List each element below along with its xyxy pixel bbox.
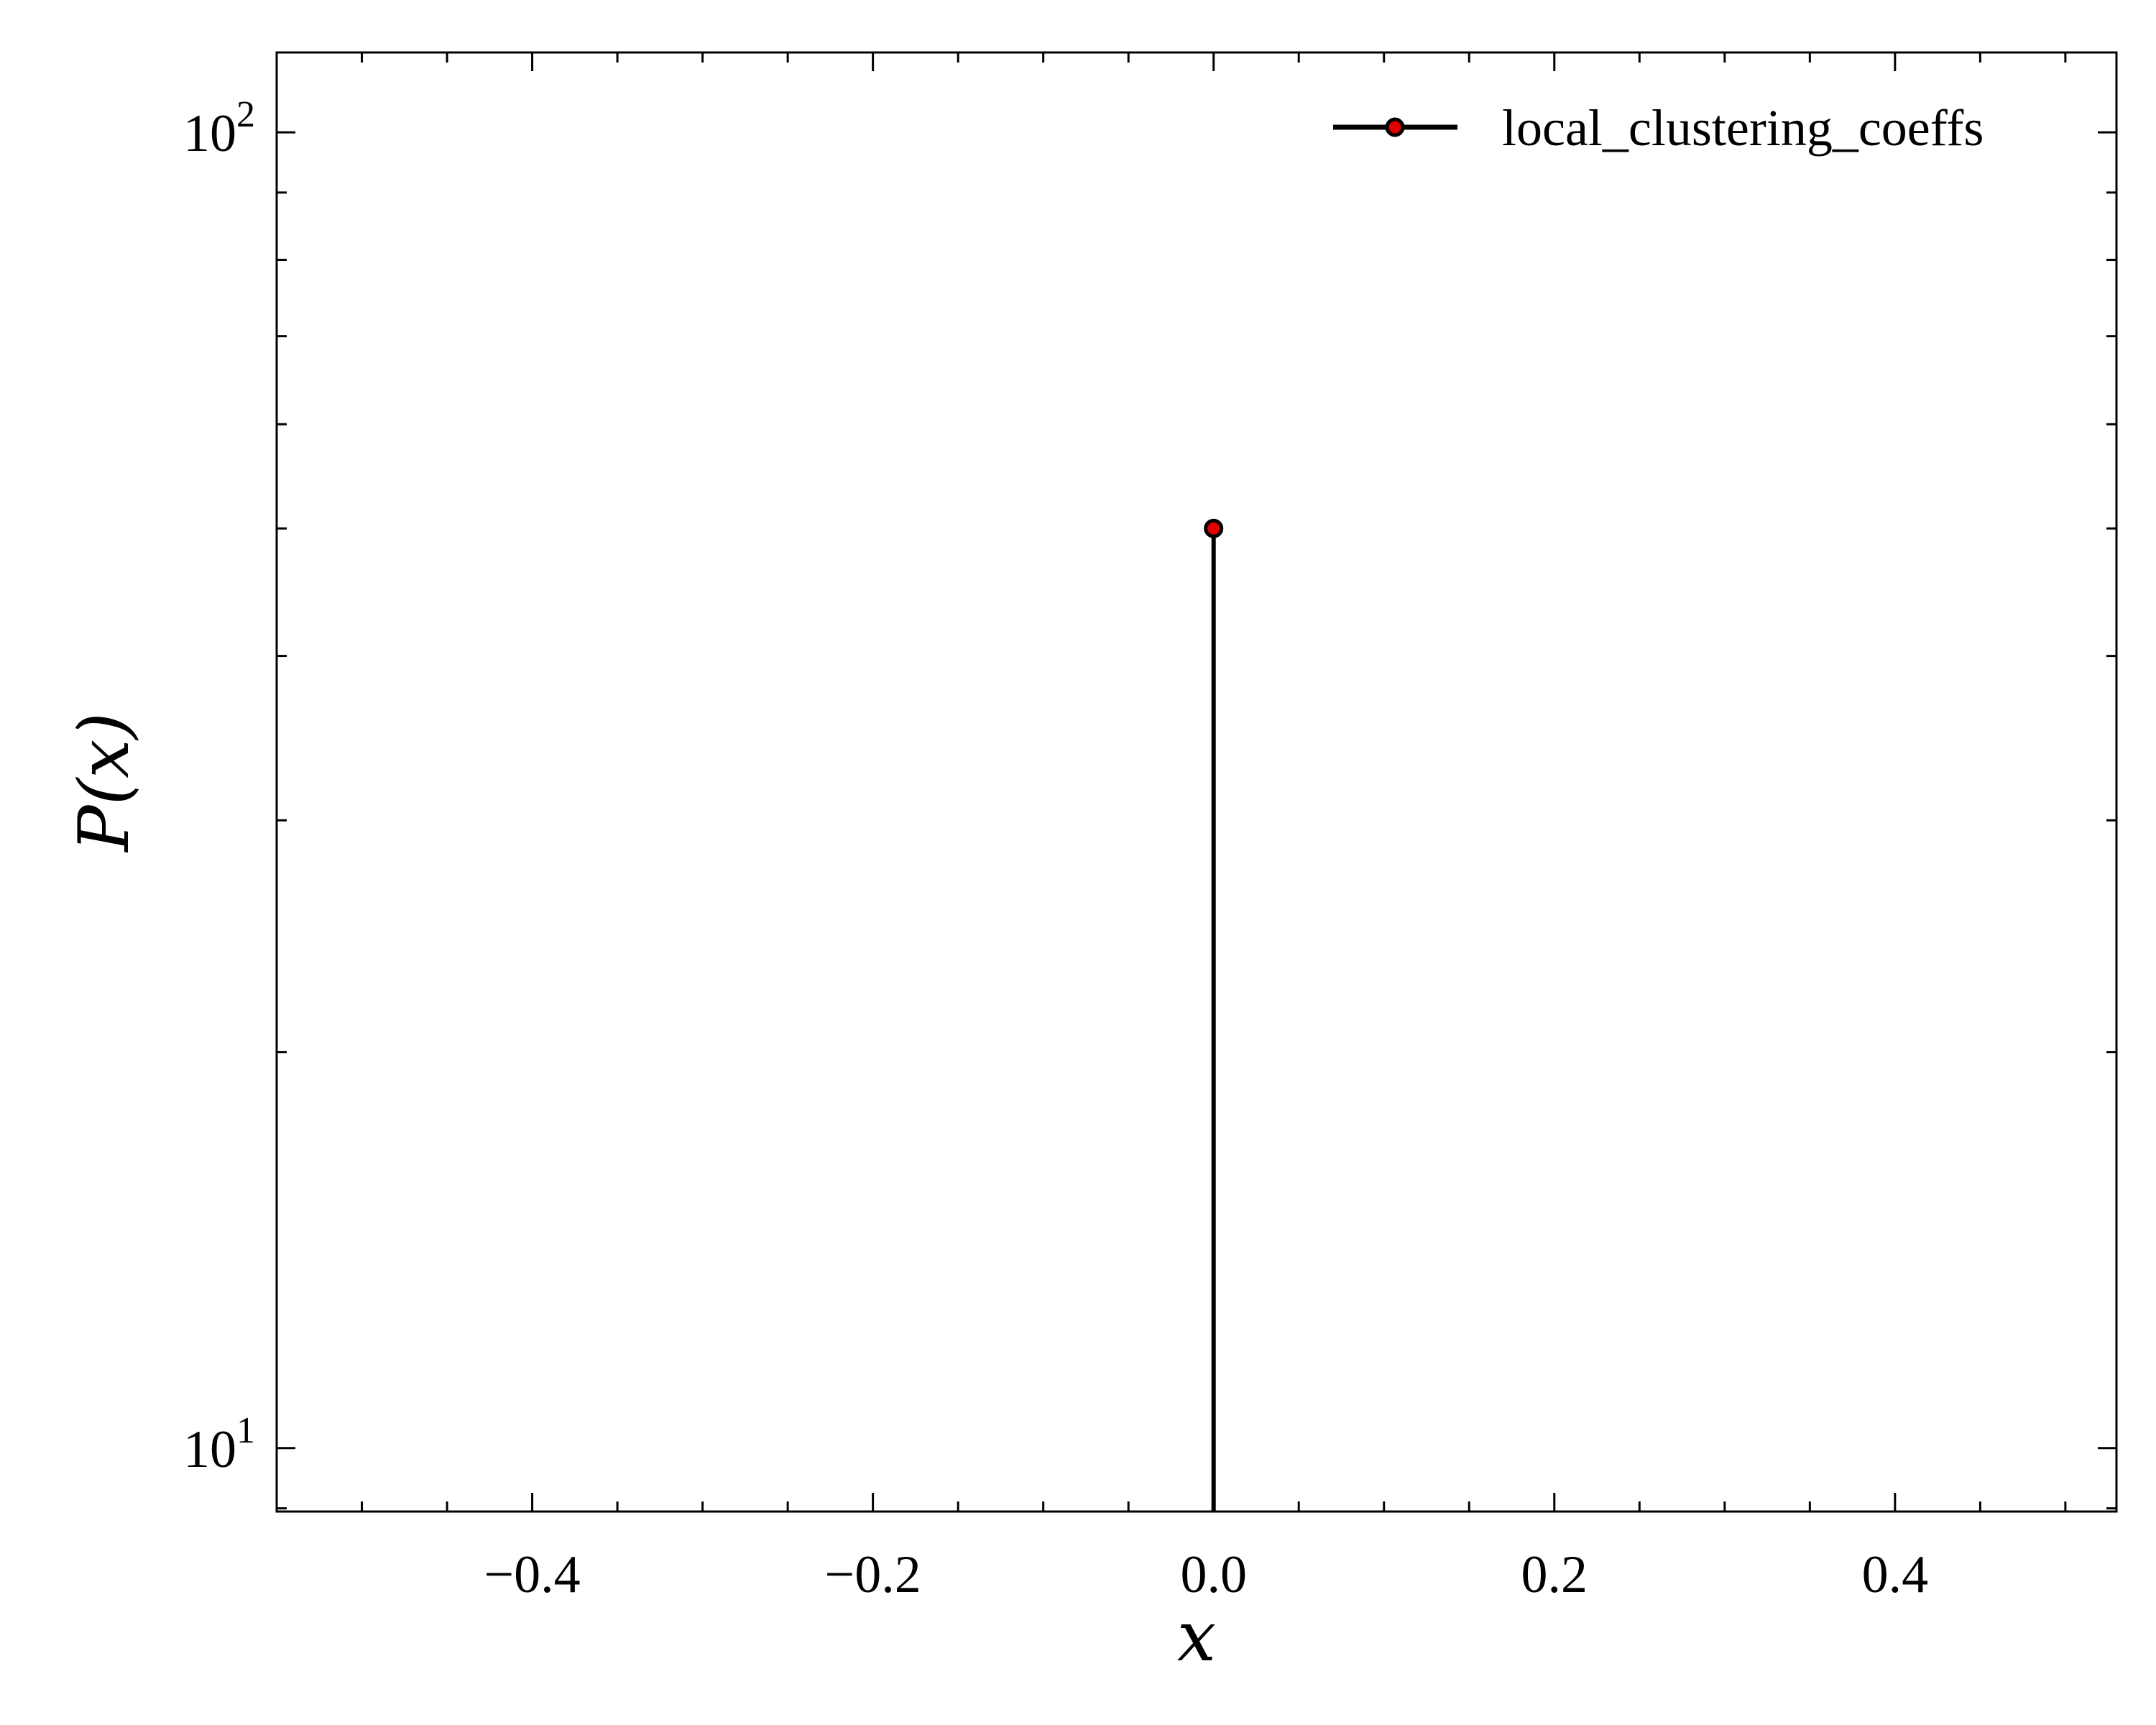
x-tick-label: 0.2 (1521, 1545, 1588, 1604)
legend-label: local_clustering_coeffs (1502, 99, 1984, 157)
plot-area (275, 51, 2118, 1513)
x-tick-label: −0.4 (484, 1545, 580, 1604)
series-layer (1204, 518, 1224, 1512)
x-tick-labels: −0.4 −0.2 0.0 0.2 0.4 (484, 1545, 1928, 1604)
y-axis-label: P(x) (64, 712, 144, 853)
y-tick-labels: 101 102 (183, 94, 255, 1479)
x-tick-label: −0.2 (825, 1545, 921, 1604)
y-tick-label: 102 (183, 94, 255, 163)
x-axis-label: x (1177, 1596, 1216, 1677)
legend: local_clustering_coeffs (1333, 99, 1984, 157)
x-tick-label: 0.4 (1862, 1545, 1929, 1604)
data-point-marker (1204, 518, 1224, 538)
y-tick-label: 101 (183, 1410, 255, 1479)
legend-marker-swatch (1385, 117, 1405, 137)
x-tick-label: 0.0 (1180, 1545, 1247, 1604)
